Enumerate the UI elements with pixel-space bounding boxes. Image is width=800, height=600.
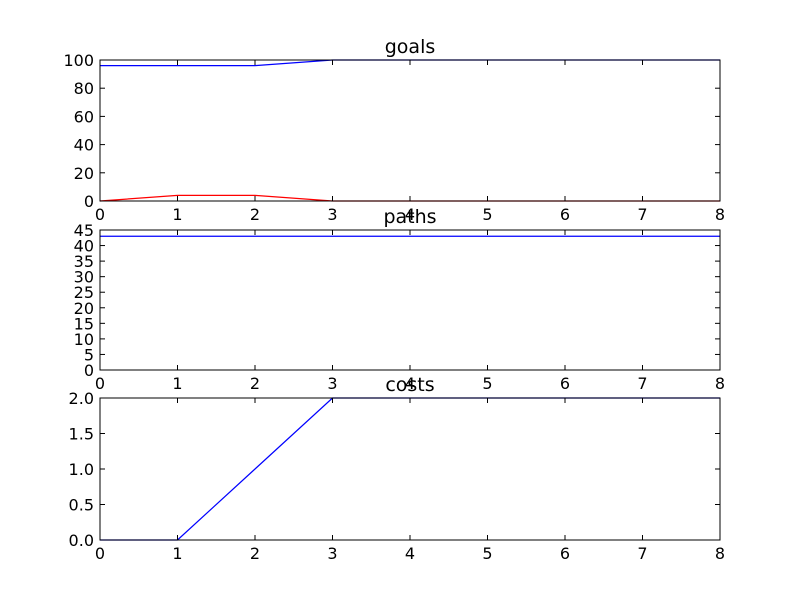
chart-title-goals: goals [385,36,436,58]
y-tick-label-paths-1: 5 [84,345,94,364]
subplot-costs: 0 1 2 3 4 5 6 7 8 0.0 0.5 1.0 1.5 2.0 costs [69,374,726,563]
x-tick-label-costs-3: 3 [327,544,337,563]
x-tick-label-paths-0: 0 [95,374,105,393]
y-tick-label-paths-0: 0 [84,361,94,380]
x-tick-label-costs-0: 0 [95,544,105,563]
x-tick-label-costs-6: 6 [560,544,570,563]
x-tick-label-paths-7: 7 [637,374,647,393]
x-tick-label-paths-5: 5 [482,374,492,393]
x-tick-label-paths-1: 1 [172,374,182,393]
x-tick-label-paths-8: 8 [715,374,725,393]
y-tick-label-paths-6: 30 [74,268,94,287]
y-tick-label-goals-5: 100 [63,51,94,70]
y-tick-label-costs-0: 0.0 [69,531,94,550]
y-tick-label-costs-3: 1.5 [69,425,94,444]
y-tick-label-paths-5: 25 [74,283,94,302]
y-tick-label-goals-1: 20 [74,164,94,183]
x-tick-label-goals-1: 1 [172,205,182,224]
y-tick-label-paths-9: 45 [74,221,94,240]
y-tick-label-paths-3: 15 [74,314,94,333]
x-tick-label-paths-2: 2 [250,374,260,393]
x-tick-label-goals-7: 7 [637,205,647,224]
x-tick-label-costs-2: 2 [250,544,260,563]
y-tick-label-costs-4: 2.0 [69,389,94,408]
x-tick-label-goals-3: 3 [327,205,337,224]
x-tick-label-goals-0: 0 [95,205,105,224]
y-tick-label-costs-2: 1.0 [69,460,94,479]
x-tick-label-goals-8: 8 [715,205,725,224]
x-tick-label-paths-4: 4 [405,374,415,393]
y-tick-label-paths-7: 35 [74,252,94,271]
x-tick-label-costs-8: 8 [715,544,725,563]
series-line-costs-0 [100,397,720,541]
y-tick-label-goals-2: 40 [74,136,94,155]
y-tick-label-goals-4: 80 [74,79,94,98]
y-tick-label-paths-8: 40 [74,237,94,256]
x-tick-label-goals-6: 6 [560,205,570,224]
y-tick-label-costs-1: 0.5 [69,496,94,515]
y-tick-label-goals-3: 60 [74,107,94,126]
axes-frame-costs [99,397,721,541]
x-tick-label-costs-5: 5 [482,544,492,563]
x-tick-label-goals-2: 2 [250,205,260,224]
chart-title-costs: costs [385,374,434,396]
axes-frame-goals [99,59,721,202]
x-tick-label-goals-5: 5 [482,205,492,224]
x-tick-label-costs-4: 4 [405,544,415,563]
x-tick-label-paths-3: 3 [327,374,337,393]
y-tick-label-goals-0: 0 [84,192,94,211]
x-tick-label-costs-1: 1 [172,544,182,563]
x-tick-label-costs-7: 7 [637,544,647,563]
x-tick-label-paths-6: 6 [560,374,570,393]
axes-frame-paths [99,229,721,371]
y-tick-label-paths-4: 20 [74,299,94,318]
y-tick-label-paths-2: 10 [74,330,94,349]
x-tick-label-goals-4: 4 [405,205,415,224]
chart-title-paths: paths [383,206,436,228]
